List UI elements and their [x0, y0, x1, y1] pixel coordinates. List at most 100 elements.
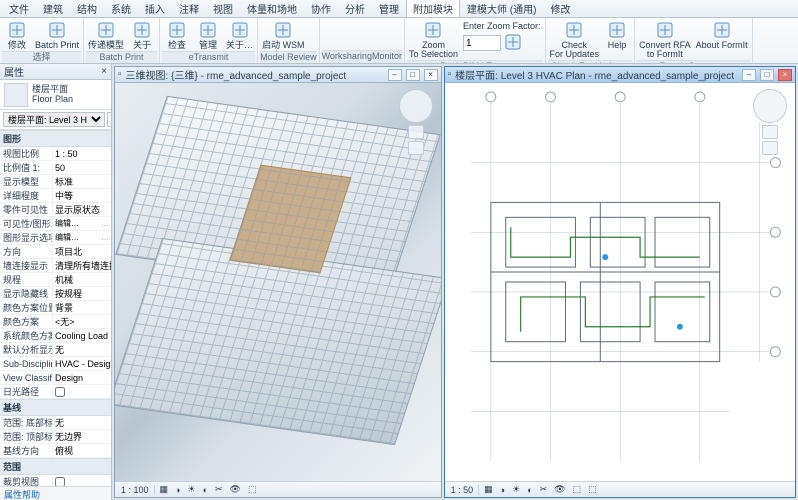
nav-tool-icon[interactable]	[408, 125, 424, 139]
detail-level-icon[interactable]: ▦	[482, 484, 495, 495]
property-row[interactable]: 日光路径	[0, 385, 111, 399]
property-value[interactable]	[52, 477, 111, 487]
close-button[interactable]: ×	[778, 69, 792, 81]
property-value[interactable]: HVAC - Design	[52, 359, 111, 369]
ribbon-tab[interactable]: 结构	[70, 0, 104, 17]
ribbon-button[interactable]: ZoomTo Selection	[407, 19, 460, 60]
ribbon-button[interactable]: 传递模型	[86, 19, 126, 51]
maximize-button[interactable]: □	[406, 69, 420, 81]
reveal-icon[interactable]: ⬚	[571, 484, 584, 495]
property-value[interactable]: 1 : 50	[52, 149, 111, 159]
property-row[interactable]: 详细程度中等	[0, 189, 111, 203]
sun-path-icon[interactable]: ☀	[510, 484, 522, 495]
ribbon-tab[interactable]: 注释	[172, 0, 206, 17]
property-row[interactable]: View Classifi…Design	[0, 371, 111, 385]
property-section-header[interactable]: 范围	[0, 458, 111, 475]
property-value[interactable]: 无	[52, 416, 111, 429]
ribbon-tab[interactable]: 附加模块	[406, 0, 460, 17]
shadows-icon[interactable]: ◐	[201, 485, 210, 495]
ribbon-tab[interactable]: 系统	[104, 0, 138, 17]
close-button[interactable]: ×	[424, 69, 438, 81]
ribbon-button[interactable]: 启动 WSM	[260, 19, 307, 51]
property-value[interactable]: 俯视	[52, 444, 111, 457]
property-value[interactable]: 编辑…	[52, 232, 111, 243]
detail-level-icon[interactable]: ▦	[158, 484, 171, 495]
properties-instance-select[interactable]: 楼层平面: Level 3 H	[3, 112, 105, 127]
temp-icon[interactable]: ⬚	[586, 484, 599, 495]
crop-icon[interactable]: ✂	[538, 484, 550, 495]
nav-tool-icon[interactable]	[762, 125, 778, 139]
property-section-header[interactable]: 图形	[0, 130, 111, 147]
ribbon-tab[interactable]: 视图	[206, 0, 240, 17]
property-value[interactable]: 机械	[52, 273, 111, 286]
property-row[interactable]: 颜色方案<无>	[0, 315, 111, 329]
property-value[interactable]: 标准	[52, 175, 111, 188]
ribbon-button[interactable]: Convert RFAto FormIt	[637, 19, 693, 60]
property-row[interactable]: 比例值 1:50	[0, 161, 111, 175]
property-row[interactable]: 方向项目北	[0, 245, 111, 259]
ribbon-tab[interactable]: 插入	[138, 0, 172, 17]
ribbon-button[interactable]: 检查	[162, 19, 192, 51]
crop-icon[interactable]: ✂	[213, 484, 225, 495]
ribbon-tab[interactable]: 文件	[2, 0, 36, 17]
property-checkbox[interactable]	[55, 477, 65, 487]
property-row[interactable]: 范围: 顶部标高无边界	[0, 430, 111, 444]
nav-tool-icon[interactable]	[762, 141, 778, 155]
property-checkbox[interactable]	[55, 387, 65, 397]
ribbon-button[interactable]: 关于	[127, 19, 157, 51]
property-value[interactable]: 无边界	[52, 430, 111, 443]
maximize-button[interactable]: □	[760, 69, 774, 81]
property-value[interactable]: 按规程	[52, 287, 111, 300]
visual-style-icon[interactable]: ◑	[498, 485, 507, 495]
ribbon-button[interactable]: 关于…	[224, 19, 255, 51]
property-row[interactable]: 可见性/图形…编辑…	[0, 217, 111, 231]
hide-icon[interactable]: 👁	[552, 484, 567, 495]
view-canvas-plan[interactable]	[445, 83, 795, 481]
property-row[interactable]: 系统颜色方案Cooling Load	[0, 329, 111, 343]
shadows-icon[interactable]: ◐	[525, 485, 534, 495]
property-row[interactable]: 墙连接显示清理所有墙连接	[0, 259, 111, 273]
property-row[interactable]: 基线方向俯视	[0, 444, 111, 458]
hide-icon[interactable]: 👁	[228, 484, 243, 495]
visual-style-icon[interactable]: ◑	[173, 485, 182, 495]
view-canvas-3d[interactable]	[115, 83, 441, 481]
ribbon-button[interactable]: About FormIt	[694, 19, 750, 60]
navigation-widget[interactable]	[397, 89, 435, 159]
property-value[interactable]: 编辑…	[52, 218, 111, 229]
property-row[interactable]: 颜色方案位置背景	[0, 301, 111, 315]
view-scale[interactable]: 1 : 100	[119, 485, 151, 495]
property-value[interactable]	[52, 387, 111, 397]
property-value[interactable]: 50	[52, 163, 111, 173]
properties-help-link[interactable]: 属性帮助	[0, 486, 111, 500]
property-row[interactable]: 视图比例1 : 50	[0, 147, 111, 161]
ribbon-tab[interactable]: 建筑	[36, 0, 70, 17]
property-row[interactable]: 显示隐藏线按规程	[0, 287, 111, 301]
ribbon-tab[interactable]: 分析	[338, 0, 372, 17]
property-value[interactable]: 中等	[52, 189, 111, 202]
property-row[interactable]: 规程机械	[0, 273, 111, 287]
property-row[interactable]: 零件可见性显示原状态	[0, 203, 111, 217]
property-row[interactable]: 范围: 底部标高无	[0, 416, 111, 430]
nav-tool-icon[interactable]	[408, 141, 424, 155]
property-row[interactable]: 裁剪视图	[0, 475, 111, 486]
ribbon-tab[interactable]: 建模大师 (通用)	[460, 0, 543, 17]
property-value[interactable]: <无>	[52, 315, 111, 328]
minimize-button[interactable]: –	[742, 69, 756, 81]
property-section-header[interactable]: 基线	[0, 399, 111, 416]
properties-type-selector[interactable]: 楼层平面Floor Plan	[0, 80, 111, 110]
view-cube-icon[interactable]	[399, 89, 433, 123]
property-row[interactable]: 显示模型标准	[0, 175, 111, 189]
ribbon-tab[interactable]: 修改	[543, 0, 577, 17]
ribbon-button[interactable]: 修改	[2, 19, 32, 51]
navigation-widget[interactable]	[751, 89, 789, 159]
property-value[interactable]: 项目北	[52, 245, 111, 258]
ribbon-button[interactable]: CheckFor Updates	[548, 19, 602, 60]
ribbon-button[interactable]: Batch Print	[33, 19, 81, 51]
ribbon-tab[interactable]: 协作	[304, 0, 338, 17]
property-row[interactable]: 图形显示选项编辑…	[0, 231, 111, 245]
minimize-button[interactable]: –	[388, 69, 402, 81]
close-icon[interactable]: ×	[101, 66, 107, 77]
property-value[interactable]: Cooling Load	[52, 331, 111, 341]
ribbon-tab[interactable]: 体量和场地	[240, 0, 304, 17]
view-cube-icon[interactable]	[753, 89, 787, 123]
